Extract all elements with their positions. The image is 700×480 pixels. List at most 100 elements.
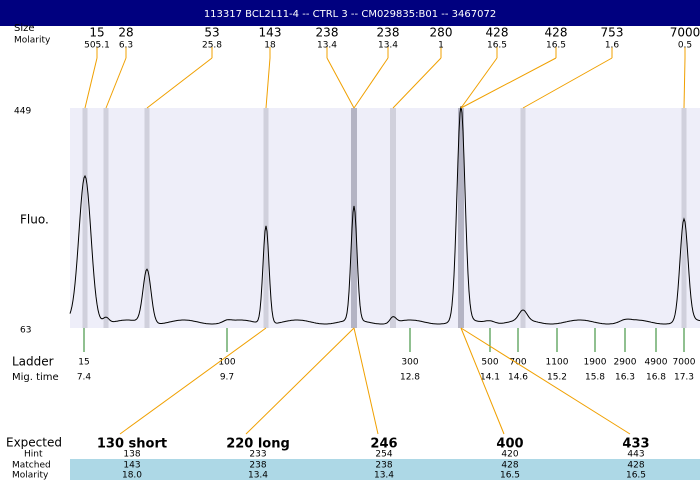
matched-label: Matched: [12, 461, 51, 471]
molarity-value: 16.5: [626, 471, 646, 480]
expected-connector: [460, 327, 631, 435]
expected-connector: [245, 327, 355, 435]
peak-band: [82, 108, 88, 328]
peak-size: 753: [601, 26, 624, 40]
peak-size: 28: [118, 26, 133, 40]
peak-molarity: 6.3: [119, 41, 133, 51]
ladder-size: 15: [78, 358, 89, 368]
expected-connector: [353, 327, 379, 435]
ladder-time: 16.8: [646, 373, 666, 383]
peak-molarity: 18: [264, 41, 276, 51]
peak-molarity: 16.5: [546, 41, 566, 51]
matched-value: 238: [375, 461, 392, 471]
peak-band: [263, 108, 269, 328]
peak-size: 428: [545, 26, 568, 40]
peak-molarity: 505.1: [84, 41, 110, 51]
molarity-value: 13.4: [374, 471, 394, 480]
peak-connector: [522, 57, 613, 109]
ladder-size: 7000: [673, 358, 696, 368]
hint-value: 254: [375, 450, 392, 460]
expected-value: 246: [370, 437, 397, 452]
peak-molarity: 16.5: [487, 41, 507, 51]
plot-area: [70, 108, 700, 328]
peak-size: 7000: [670, 26, 700, 40]
y-top: 449: [14, 107, 31, 117]
peak-molarity: 1.6: [605, 41, 620, 51]
hint-value: 233: [249, 450, 266, 460]
hint-value: 420: [501, 450, 518, 460]
hint-value: 443: [627, 450, 644, 460]
expected-label: Expected: [6, 436, 62, 450]
peak-connector: [392, 57, 442, 109]
expected-value: 130 short: [97, 437, 167, 452]
molarity-value: 16.5: [500, 471, 520, 480]
peak-connector: [265, 57, 271, 109]
expected-connector: [460, 327, 505, 435]
peak-molarity: 0.5: [678, 41, 692, 51]
molarity-value: 18.0: [122, 471, 142, 480]
ladder-size: 500: [481, 358, 498, 368]
peak-connector: [460, 57, 557, 109]
peak-connector: [460, 57, 498, 109]
ladder-size: 1900: [584, 358, 607, 368]
expected-connector: [119, 327, 267, 435]
trace: [69, 106, 700, 325]
matched-value: 238: [249, 461, 266, 471]
hint-value: 138: [123, 450, 140, 460]
ladder-time: 14.1: [480, 373, 500, 383]
matched-band: [70, 459, 700, 480]
y-label: Fluo.: [20, 213, 49, 227]
peak-band: [103, 108, 109, 328]
ladder-time: 17.3: [674, 373, 694, 383]
peak-band: [458, 108, 464, 328]
hint-label: Hint: [24, 450, 43, 460]
ladder-size: 100: [218, 358, 235, 368]
ladder-size: 700: [509, 358, 526, 368]
ladder-time: 15.2: [547, 373, 567, 383]
expected-value: 400: [496, 437, 523, 452]
peak-size: 15: [89, 26, 104, 40]
ladder-size: 300: [401, 358, 418, 368]
peak-size: 238: [316, 26, 339, 40]
ladder-time: 9.7: [220, 373, 234, 383]
ladder-size: 2900: [614, 358, 637, 368]
ladder-size: 1100: [546, 358, 569, 368]
size-label: Size: [14, 23, 35, 34]
peak-molarity: 13.4: [378, 41, 398, 51]
matched-value: 143: [123, 461, 140, 471]
ladder-label: Ladder: [12, 355, 54, 369]
peak-connector: [105, 57, 127, 109]
peak-size: 143: [259, 26, 282, 40]
peak-molarity: 1: [438, 41, 444, 51]
peak-molarity: 13.4: [317, 41, 337, 51]
expected-value: 220 long: [226, 437, 290, 452]
peak-molarity: 25.8: [202, 41, 222, 51]
title-bar: [0, 0, 700, 26]
peak-band: [520, 108, 526, 328]
peak-band: [351, 108, 357, 328]
peak-connector: [683, 57, 686, 109]
peak-size: 428: [486, 26, 509, 40]
expected-value: 433: [622, 437, 649, 452]
peak-size: 280: [430, 26, 453, 40]
y-bottom: 63: [20, 326, 31, 336]
ladder-size: 4900: [645, 358, 668, 368]
peak-band: [390, 108, 396, 328]
title: 113317 BCL2L11-4 -- CTRL 3 -- CM029835:B…: [204, 9, 496, 20]
matched-value: 428: [627, 461, 644, 471]
peak-connector: [326, 57, 355, 109]
ladder-time: 12.8: [400, 373, 420, 383]
ladder-time: 14.6: [508, 373, 528, 383]
matched-value: 428: [501, 461, 518, 471]
mig-time-label: Mig. time: [12, 372, 59, 383]
peak-connector: [84, 57, 98, 109]
peak-connector: [353, 57, 389, 109]
molarity-value: 13.4: [248, 471, 268, 480]
peak-band: [144, 108, 150, 328]
molarity-row-label: Molarity: [12, 471, 49, 480]
ladder-time: 7.4: [77, 373, 92, 383]
molarity-label: Molarity: [14, 36, 51, 46]
peak-size: 238: [377, 26, 400, 40]
peak-connector: [146, 57, 213, 109]
